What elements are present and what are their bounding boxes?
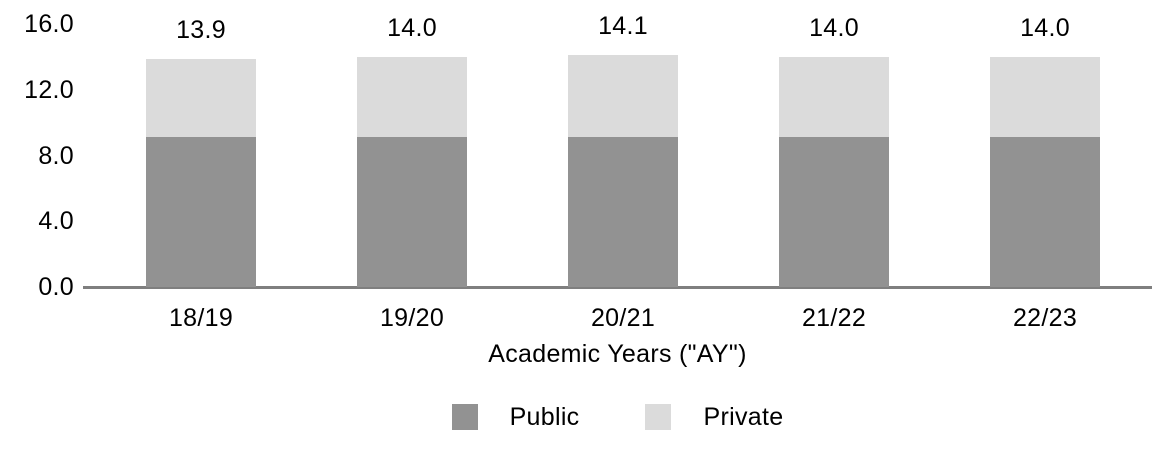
- bar-segment-public: [779, 137, 889, 287]
- bar-total-label: 14.0: [387, 13, 437, 42]
- legend-swatch-private: [645, 404, 672, 430]
- bar-segment-private: [568, 55, 678, 138]
- x-tick-label: 19/20: [379, 304, 445, 332]
- bar-segment-private: [146, 58, 256, 138]
- legend-item-public: Public: [451, 402, 580, 432]
- bar-segment-public: [146, 137, 256, 287]
- x-tick-label: 20/21: [590, 304, 656, 332]
- bar-segment-private: [357, 56, 467, 138]
- legend-label: Public: [509, 403, 580, 431]
- x-tick-label: 22/23: [1012, 304, 1078, 332]
- bar-total-label: 14.0: [809, 13, 859, 42]
- legend: Public Private: [83, 402, 1152, 432]
- x-tick-label: 21/22: [801, 304, 867, 332]
- y-tick-label: 12.0: [24, 75, 74, 104]
- y-tick-label: 8.0: [38, 141, 74, 170]
- legend-label: Private: [703, 403, 784, 431]
- bar-segment-public: [357, 137, 467, 287]
- x-axis-title: Academic Years ("AY"): [488, 340, 747, 368]
- x-tick-label: 18/19: [168, 304, 234, 332]
- bar-segment-private: [990, 56, 1100, 138]
- bar-total-label: 14.1: [598, 12, 648, 41]
- y-tick-label: 4.0: [38, 207, 74, 236]
- bar-total-label: 13.9: [176, 15, 226, 44]
- bar-total-label: 14.0: [1020, 13, 1070, 42]
- bar-segment-public: [568, 137, 678, 287]
- legend-item-private: Private: [645, 402, 783, 432]
- bar-segment-public: [990, 137, 1100, 287]
- legend-swatch-public: [451, 404, 478, 430]
- y-tick-label: 0.0: [38, 273, 74, 301]
- y-tick-label: 16.0: [24, 10, 74, 38]
- bar-segment-private: [779, 56, 889, 138]
- x-axis-line: [83, 286, 1152, 289]
